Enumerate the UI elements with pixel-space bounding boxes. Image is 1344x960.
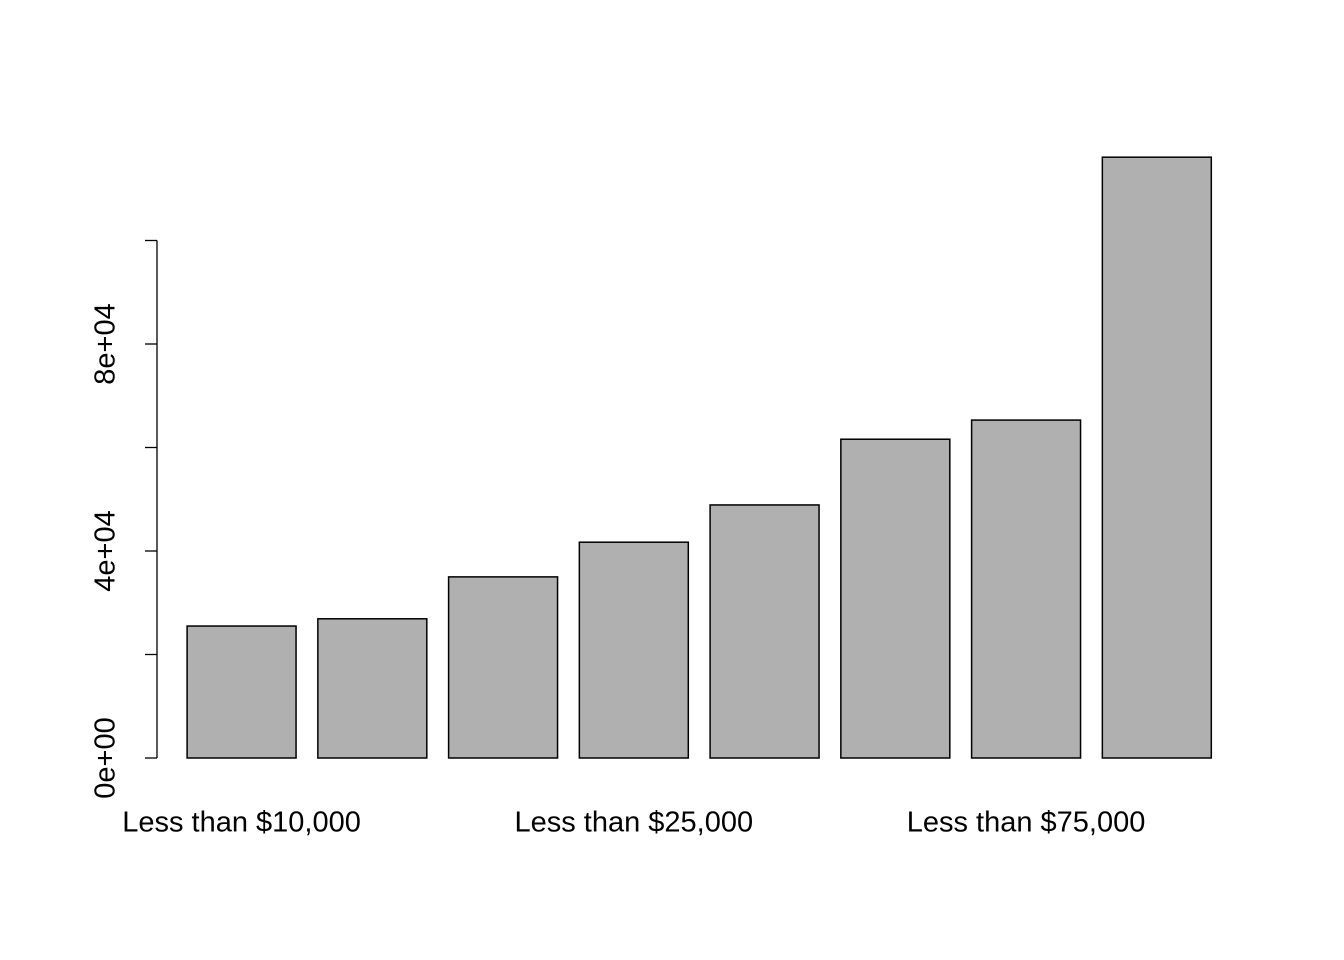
- x-tick-label: Less than $25,000: [514, 807, 753, 839]
- y-tick-label: 8e+04: [90, 303, 122, 384]
- x-tick-label: Less than $10,000: [122, 807, 361, 839]
- bar: [709, 504, 820, 759]
- bar: [1101, 156, 1213, 759]
- x-tick-label: Less than $75,000: [907, 807, 1146, 839]
- bar: [317, 618, 428, 759]
- bar: [840, 438, 951, 759]
- bar: [578, 541, 690, 759]
- bar: [970, 419, 1082, 759]
- bar: [186, 625, 297, 759]
- bar: [447, 576, 559, 759]
- y-tick-label: 0e+00: [90, 717, 122, 798]
- y-tick-label: 4e+04: [90, 510, 122, 591]
